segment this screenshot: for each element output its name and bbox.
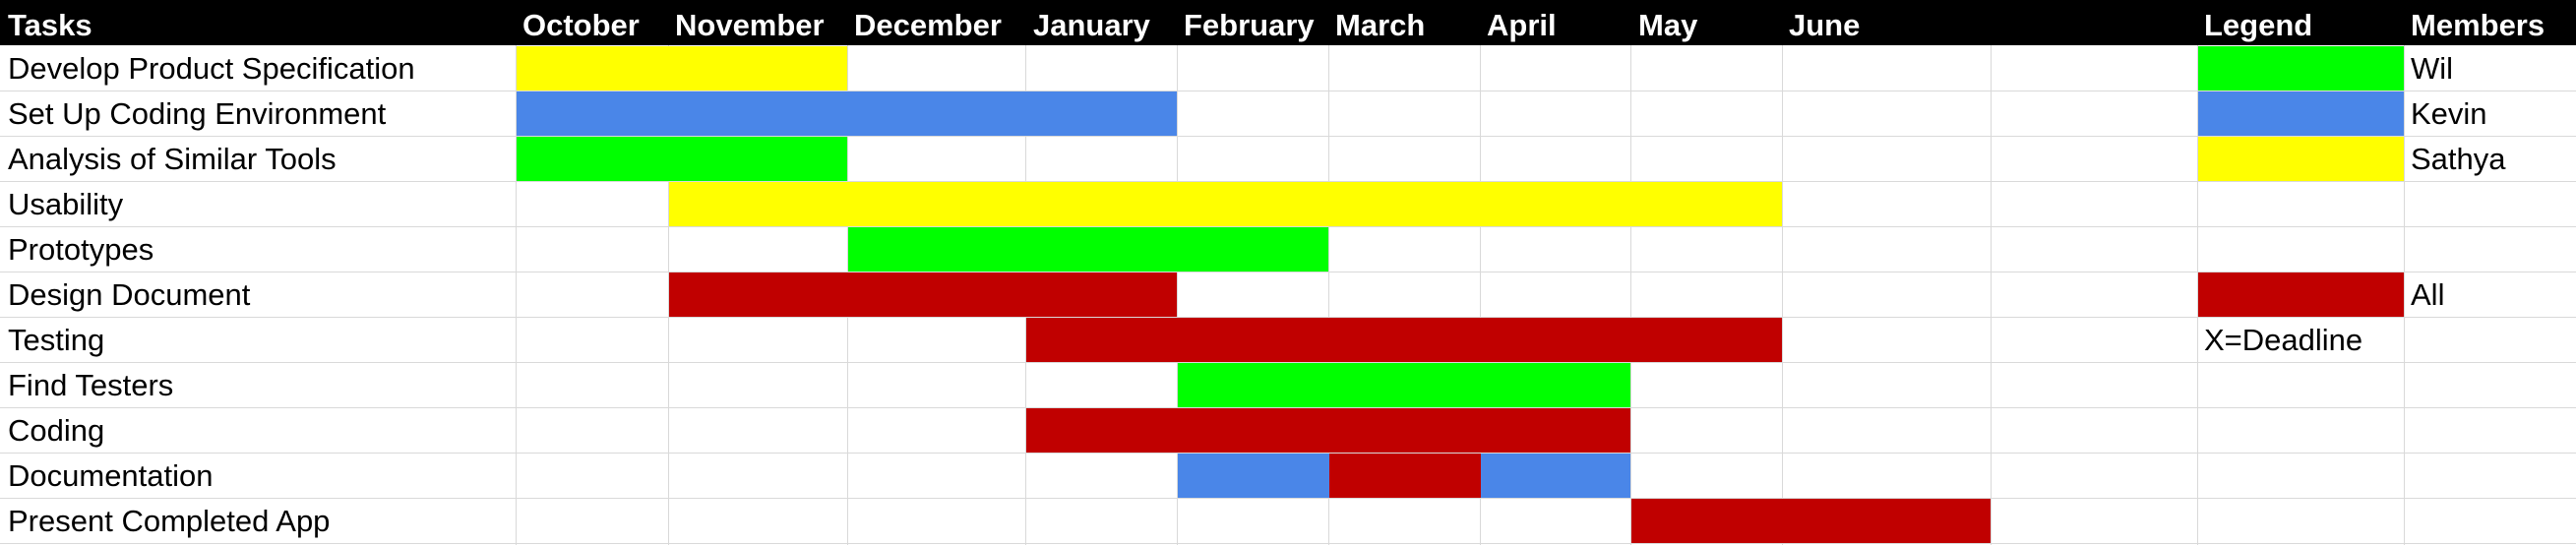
header-month-may: May [1638, 8, 1698, 42]
legend-member-name: Kevin [2411, 96, 2487, 131]
grid-hline [0, 181, 2576, 182]
grid-vline [1991, 45, 1992, 545]
legend-member-name: Sathya [2411, 142, 2506, 176]
task-name: Find Testers [8, 368, 174, 402]
task-name: Prototypes [8, 232, 154, 267]
task-name: Usability [8, 187, 124, 221]
grid-hline [0, 407, 2576, 408]
task-bar [848, 227, 1328, 272]
header-month-february: February [1184, 8, 1315, 42]
grid-hline [0, 136, 2576, 137]
header-legend: Legend [2204, 8, 2313, 42]
task-bar [517, 46, 847, 91]
task-name: Documentation [8, 458, 214, 493]
grid-vline [516, 45, 517, 545]
grid-vline [668, 45, 669, 545]
grid-vline [1177, 45, 1178, 545]
task-name: Develop Product Specification [8, 51, 415, 86]
task-name: Present Completed App [8, 504, 331, 538]
task-bar [1026, 318, 1782, 362]
task-name: Coding [8, 413, 105, 448]
legend-member-name: All [2411, 277, 2445, 312]
task-bar [1481, 454, 1630, 498]
header-month-march: March [1335, 8, 1426, 42]
grid-hline [0, 543, 2576, 544]
grid-hline [0, 498, 2576, 499]
header-month-april: April [1487, 8, 1557, 42]
legend-swatch [2198, 137, 2404, 181]
task-bar [669, 272, 1177, 317]
task-bar [1631, 499, 1991, 543]
header-members: Members [2411, 8, 2545, 42]
legend-swatch [2198, 272, 2404, 317]
task-bar [1026, 408, 1630, 453]
grid-hline [0, 226, 2576, 227]
task-name: Set Up Coding Environment [8, 96, 387, 131]
grid-vline [1480, 45, 1481, 545]
grid-vline [1328, 45, 1329, 545]
header-month-january: January [1033, 8, 1150, 42]
grid-vline [1782, 45, 1783, 545]
task-bar [517, 91, 1177, 136]
task-bar [1178, 363, 1630, 407]
legend-swatch [2198, 46, 2404, 91]
grid-hline [0, 317, 2576, 318]
header-month-october: October [522, 8, 640, 42]
task-bar [669, 182, 1782, 226]
header-month-june: June [1789, 8, 1861, 42]
task-bar [517, 137, 847, 181]
task-name: Testing [8, 323, 105, 357]
grid-hline [0, 453, 2576, 454]
task-name: Analysis of Similar Tools [8, 142, 337, 176]
task-name: Design Document [8, 277, 251, 312]
grid-vline [2197, 45, 2198, 545]
legend-member-name: Wil [2411, 51, 2454, 86]
grid-hline [0, 362, 2576, 363]
grid-vline [1630, 45, 1631, 545]
grid-vline [2404, 45, 2405, 545]
header-month-november: November [675, 8, 825, 42]
legend-deadline-note: X=Deadline [2204, 323, 2363, 357]
header-month-december: December [854, 8, 1002, 42]
header-row [0, 0, 2576, 45]
legend-swatch [2198, 91, 2404, 136]
header-tasks: Tasks [8, 8, 92, 42]
